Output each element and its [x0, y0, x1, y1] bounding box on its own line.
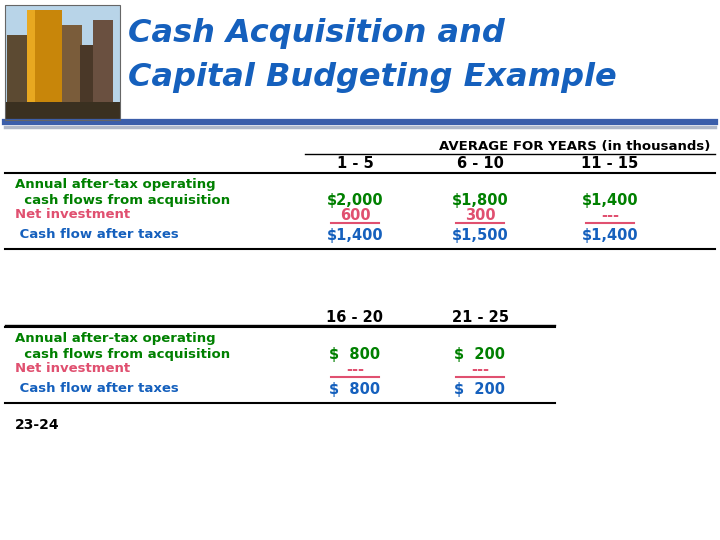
- Text: $  800: $ 800: [330, 382, 381, 397]
- Text: 16 - 20: 16 - 20: [326, 310, 384, 325]
- Text: $1,500: $1,500: [451, 228, 508, 243]
- Text: 21 - 25: 21 - 25: [451, 310, 508, 325]
- Text: 600: 600: [340, 208, 370, 223]
- Text: $1,400: $1,400: [582, 193, 639, 208]
- Text: 23-24: 23-24: [15, 418, 60, 432]
- Text: $  800: $ 800: [330, 347, 381, 362]
- Text: ---: ---: [601, 208, 619, 223]
- Bar: [80, 45, 98, 120]
- Text: $1,400: $1,400: [582, 228, 639, 243]
- Text: ---: ---: [346, 362, 364, 377]
- Text: AVERAGE FOR YEARS (in thousands): AVERAGE FOR YEARS (in thousands): [438, 140, 710, 153]
- Bar: [60, 25, 82, 120]
- Text: cash flows from acquisition: cash flows from acquisition: [15, 194, 230, 207]
- Text: Annual after-tax operating: Annual after-tax operating: [15, 178, 215, 191]
- Text: Net investment: Net investment: [15, 208, 130, 221]
- Text: ---: ---: [471, 362, 489, 377]
- Text: 1 - 5: 1 - 5: [337, 156, 374, 171]
- Text: $1,400: $1,400: [327, 228, 383, 243]
- Text: 11 - 15: 11 - 15: [581, 156, 639, 171]
- Text: Annual after-tax operating: Annual after-tax operating: [15, 332, 215, 345]
- Text: Net investment: Net investment: [15, 362, 130, 375]
- Text: $1,800: $1,800: [451, 193, 508, 208]
- Bar: [5, 5, 120, 120]
- Text: 6 - 10: 6 - 10: [456, 156, 503, 171]
- Text: Cash flow after taxes: Cash flow after taxes: [15, 228, 179, 241]
- Bar: [5, 102, 120, 120]
- Bar: [7, 35, 35, 120]
- Text: $  200: $ 200: [454, 347, 505, 362]
- Bar: [27, 10, 35, 120]
- Text: $2,000: $2,000: [327, 193, 383, 208]
- Text: Cash Acquisition and: Cash Acquisition and: [128, 18, 505, 49]
- Bar: [27, 10, 62, 120]
- Bar: [93, 20, 113, 120]
- Text: Capital Budgeting Example: Capital Budgeting Example: [128, 62, 617, 93]
- Text: Cash flow after taxes: Cash flow after taxes: [15, 382, 179, 395]
- Text: cash flows from acquisition: cash flows from acquisition: [15, 348, 230, 361]
- Text: 300: 300: [464, 208, 495, 223]
- Bar: [5, 5, 120, 120]
- Text: $  200: $ 200: [454, 382, 505, 397]
